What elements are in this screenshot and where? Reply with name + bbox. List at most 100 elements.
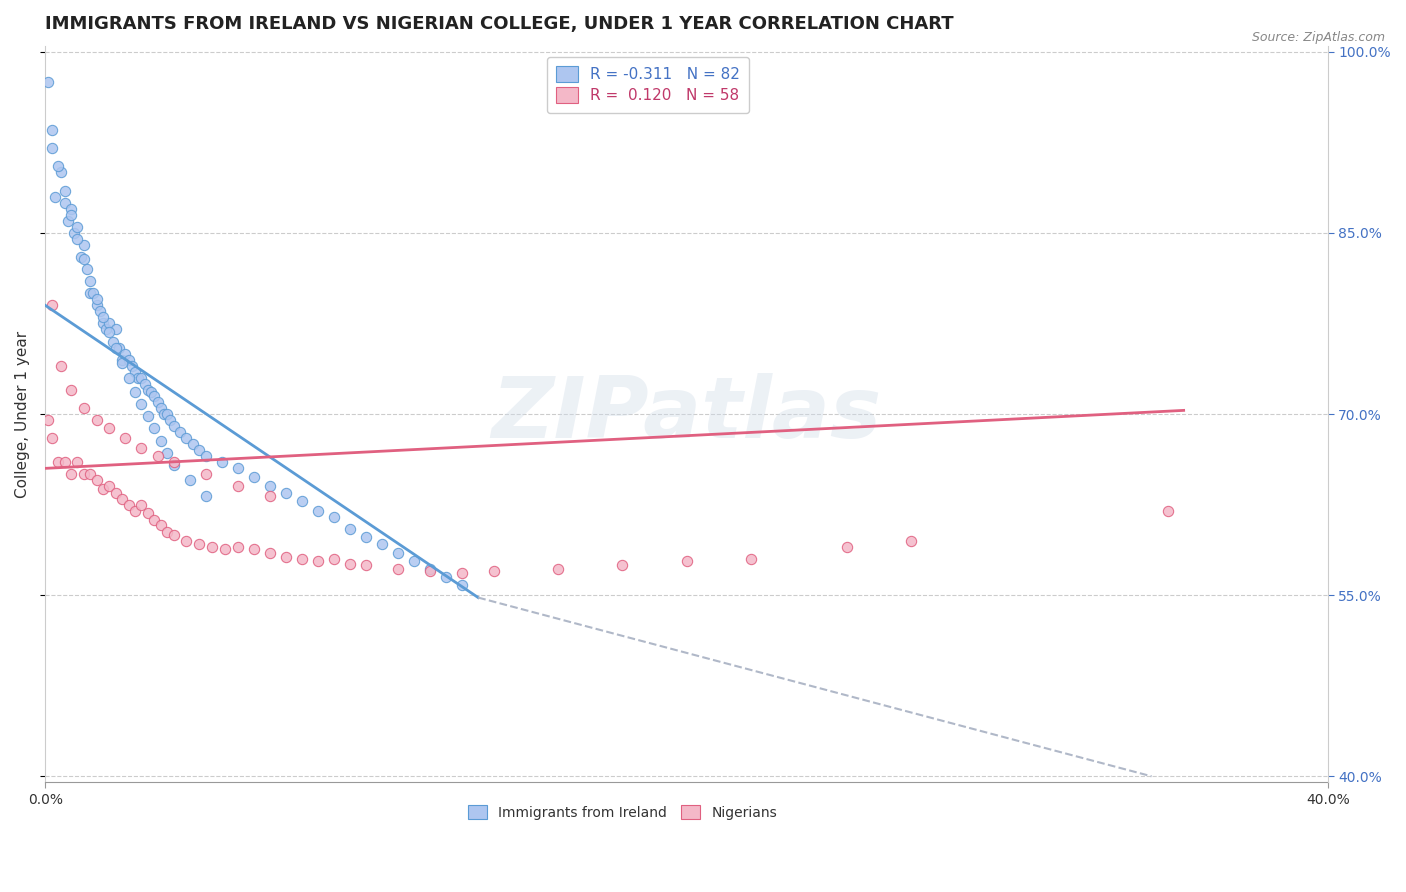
- Point: [98, 317, 121, 331]
- Point: [242, 470, 264, 484]
- Point: [242, 542, 264, 557]
- Point: [118, 371, 141, 385]
- Point: [114, 431, 136, 445]
- Point: [131, 498, 153, 512]
- Point: [211, 455, 233, 469]
- Point: [127, 371, 149, 385]
- Point: [1156, 503, 1178, 517]
- Point: [139, 385, 162, 400]
- Point: [188, 443, 211, 458]
- Point: [179, 474, 201, 488]
- Point: [134, 376, 156, 391]
- Point: [86, 413, 108, 427]
- Point: [131, 371, 153, 385]
- Point: [98, 421, 121, 435]
- Point: [41, 298, 63, 312]
- Point: [162, 419, 184, 434]
- Point: [118, 352, 141, 367]
- Point: [37, 75, 59, 89]
- Point: [51, 359, 73, 373]
- Point: [69, 250, 91, 264]
- Point: [124, 385, 146, 400]
- Point: [111, 491, 134, 506]
- Point: [91, 310, 114, 325]
- Text: IMMIGRANTS FROM IRELAND VS NIGERIAN COLLEGE, UNDER 1 YEAR CORRELATION CHART: IMMIGRANTS FROM IRELAND VS NIGERIAN COLL…: [45, 15, 953, 33]
- Point: [259, 546, 281, 560]
- Point: [89, 304, 111, 318]
- Point: [371, 537, 394, 551]
- Point: [41, 123, 63, 137]
- Point: [114, 346, 136, 360]
- Point: [46, 160, 69, 174]
- Point: [159, 413, 181, 427]
- Point: [96, 322, 118, 336]
- Point: [91, 482, 114, 496]
- Point: [146, 450, 169, 464]
- Point: [402, 554, 425, 568]
- Point: [53, 195, 76, 210]
- Point: [108, 341, 131, 355]
- Point: [484, 564, 506, 578]
- Point: [149, 434, 172, 448]
- Point: [53, 184, 76, 198]
- Point: [53, 455, 76, 469]
- Legend: Immigrants from Ireland, Nigerians: Immigrants from Ireland, Nigerians: [461, 798, 785, 827]
- Point: [131, 397, 153, 411]
- Point: [79, 467, 101, 482]
- Point: [124, 365, 146, 379]
- Point: [451, 566, 474, 581]
- Point: [143, 513, 166, 527]
- Point: [149, 518, 172, 533]
- Point: [181, 437, 204, 451]
- Point: [419, 564, 441, 578]
- Y-axis label: College, Under 1 year: College, Under 1 year: [15, 330, 30, 498]
- Point: [136, 409, 159, 424]
- Point: [274, 485, 297, 500]
- Point: [194, 489, 217, 503]
- Point: [354, 558, 377, 572]
- Point: [547, 561, 569, 575]
- Point: [51, 165, 73, 179]
- Point: [111, 352, 134, 367]
- Point: [143, 421, 166, 435]
- Point: [136, 506, 159, 520]
- Point: [104, 341, 127, 355]
- Point: [259, 489, 281, 503]
- Point: [56, 214, 79, 228]
- Point: [79, 286, 101, 301]
- Point: [162, 458, 184, 472]
- Point: [900, 533, 922, 548]
- Text: ZIPatlas: ZIPatlas: [492, 373, 882, 456]
- Point: [291, 494, 314, 508]
- Point: [59, 202, 82, 216]
- Point: [434, 570, 457, 584]
- Point: [419, 561, 441, 575]
- Point: [41, 141, 63, 155]
- Point: [194, 467, 217, 482]
- Point: [259, 479, 281, 493]
- Point: [131, 441, 153, 455]
- Point: [169, 425, 191, 439]
- Text: Source: ZipAtlas.com: Source: ZipAtlas.com: [1251, 31, 1385, 45]
- Point: [86, 293, 108, 307]
- Point: [226, 479, 249, 493]
- Point: [63, 226, 86, 240]
- Point: [194, 450, 217, 464]
- Point: [121, 359, 143, 373]
- Point: [66, 232, 89, 246]
- Point: [104, 322, 127, 336]
- Point: [307, 503, 329, 517]
- Point: [339, 522, 361, 536]
- Point: [291, 552, 314, 566]
- Point: [214, 542, 236, 557]
- Point: [740, 552, 762, 566]
- Point: [156, 407, 179, 421]
- Point: [118, 498, 141, 512]
- Point: [37, 413, 59, 427]
- Point: [162, 455, 184, 469]
- Point: [176, 431, 198, 445]
- Point: [79, 274, 101, 288]
- Point: [98, 325, 121, 339]
- Point: [86, 298, 108, 312]
- Point: [136, 383, 159, 397]
